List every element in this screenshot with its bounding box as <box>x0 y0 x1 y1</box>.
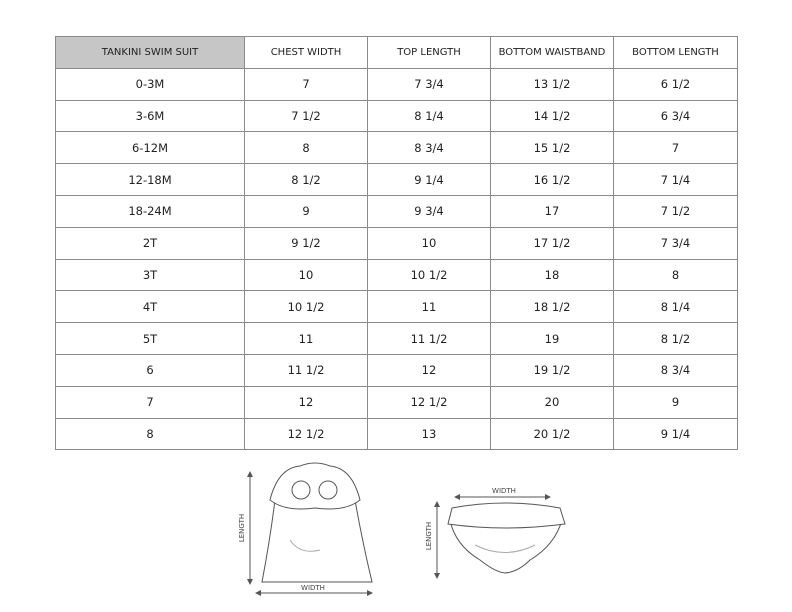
table-cell: 10 <box>244 258 368 292</box>
table-cell: 9 <box>244 194 368 228</box>
header-row: TANKINI SWIM SUIT CHEST WIDTH TOP LENGTH BO… <box>55 36 738 69</box>
table-cell: 6-12M <box>55 131 245 165</box>
table-cell: 8 1/4 <box>367 99 491 133</box>
table-cell: 19 1/2 <box>490 353 614 387</box>
table-cell: 7 1/2 <box>613 194 738 228</box>
bottom-drawing <box>447 502 566 574</box>
table-cell: 13 <box>367 417 491 451</box>
table-cell: 12 <box>367 353 491 387</box>
table-cell: 12 1/2 <box>244 417 368 451</box>
width-label: WIDTH <box>492 487 516 495</box>
tank-top-drawing <box>261 462 373 583</box>
table-cell: 0-3M <box>55 67 245 101</box>
table-cell: 15 1/2 <box>490 131 614 165</box>
table-cell: 6 1/2 <box>613 67 738 101</box>
table-cell: 11 <box>244 322 368 355</box>
table-cell: 8 3/4 <box>367 131 491 165</box>
length-label: LENGTH <box>238 514 246 542</box>
table-row: 7 12 12 1/2 20 9 <box>55 385 738 419</box>
table-row: 8 12 1/2 13 20 1/2 9 1/4 <box>55 417 738 451</box>
table-row: 6-12M 8 8 3/4 15 1/2 7 <box>55 131 738 165</box>
table-cell: 18 1/2 <box>490 290 614 324</box>
table-row: 3-6M 7 1/2 8 1/4 14 1/2 6 3/4 <box>55 99 738 133</box>
table-cell: 19 <box>490 322 614 355</box>
header-cell: TANKINI SWIM SUIT <box>55 36 245 69</box>
table-cell: 9 1/4 <box>367 163 491 196</box>
width-label: WIDTH <box>301 584 325 592</box>
table-cell: 8 1/4 <box>613 290 738 324</box>
table-cell: 13 1/2 <box>490 67 614 101</box>
length-label: LENGTH <box>425 522 433 550</box>
table-cell: 10 <box>367 226 491 260</box>
table-cell: 6 3/4 <box>613 99 738 133</box>
header-cell: TOP LENGTH <box>367 36 491 69</box>
table-cell: 12-18M <box>55 163 245 196</box>
header-cell: BOTTOM LENGTH <box>613 36 738 69</box>
table-cell: 8 <box>55 417 245 451</box>
table-cell: 14 1/2 <box>490 99 614 133</box>
table-body: TANKINI SWIM SUIT CHEST WIDTH TOP LENGTH BO… <box>55 36 738 451</box>
table-cell: 10 1/2 <box>244 290 368 324</box>
table-cell: 4T <box>55 290 245 324</box>
table-cell: 8 1/2 <box>613 322 738 355</box>
table-row: 4T 10 1/2 11 18 1/2 8 1/4 <box>55 290 738 324</box>
table-cell: 16 1/2 <box>490 163 614 196</box>
table-cell: 12 <box>244 385 368 419</box>
table-row: 18-24M 9 9 3/4 17 7 1/2 <box>55 194 738 228</box>
table-row: 3T 10 10 1/2 18 8 <box>55 258 738 292</box>
table-row: 5T 11 11 1/2 19 8 1/2 <box>55 322 738 355</box>
table-cell: 3-6M <box>55 99 245 133</box>
table-cell: 18-24M <box>55 194 245 228</box>
table-cell: 9 1/4 <box>613 417 738 451</box>
table-cell: 11 1/2 <box>244 353 368 387</box>
table-cell: 20 1/2 <box>490 417 614 451</box>
table-cell: 7 1/4 <box>613 163 738 196</box>
table-cell: 7 <box>244 67 368 101</box>
size-table: TANKINI SWIM SUIT CHEST WIDTH TOP LENGTH BO… <box>55 36 738 451</box>
table-cell: 9 <box>613 385 738 419</box>
table-cell: 2T <box>55 226 245 260</box>
